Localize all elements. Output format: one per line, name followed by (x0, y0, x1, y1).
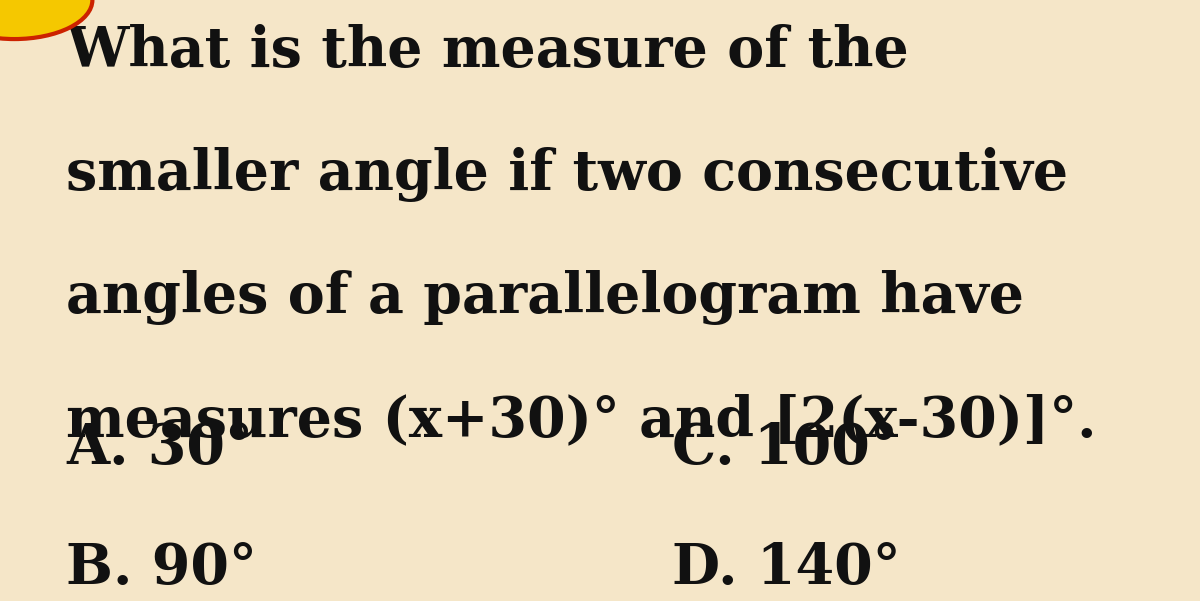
Text: B. 90°: B. 90° (66, 541, 257, 596)
Text: C. 100°: C. 100° (672, 421, 898, 476)
Text: A. 30°: A. 30° (66, 421, 253, 476)
Text: angles of a parallelogram have: angles of a parallelogram have (66, 270, 1024, 326)
Text: What is the measure of the: What is the measure of the (66, 24, 908, 79)
Text: smaller angle if two consecutive: smaller angle if two consecutive (66, 147, 1068, 203)
Text: D. 140°: D. 140° (672, 541, 901, 596)
Circle shape (0, 0, 92, 39)
Text: measures (x+30)° and [2(x-30)]°.: measures (x+30)° and [2(x-30)]°. (66, 394, 1097, 449)
